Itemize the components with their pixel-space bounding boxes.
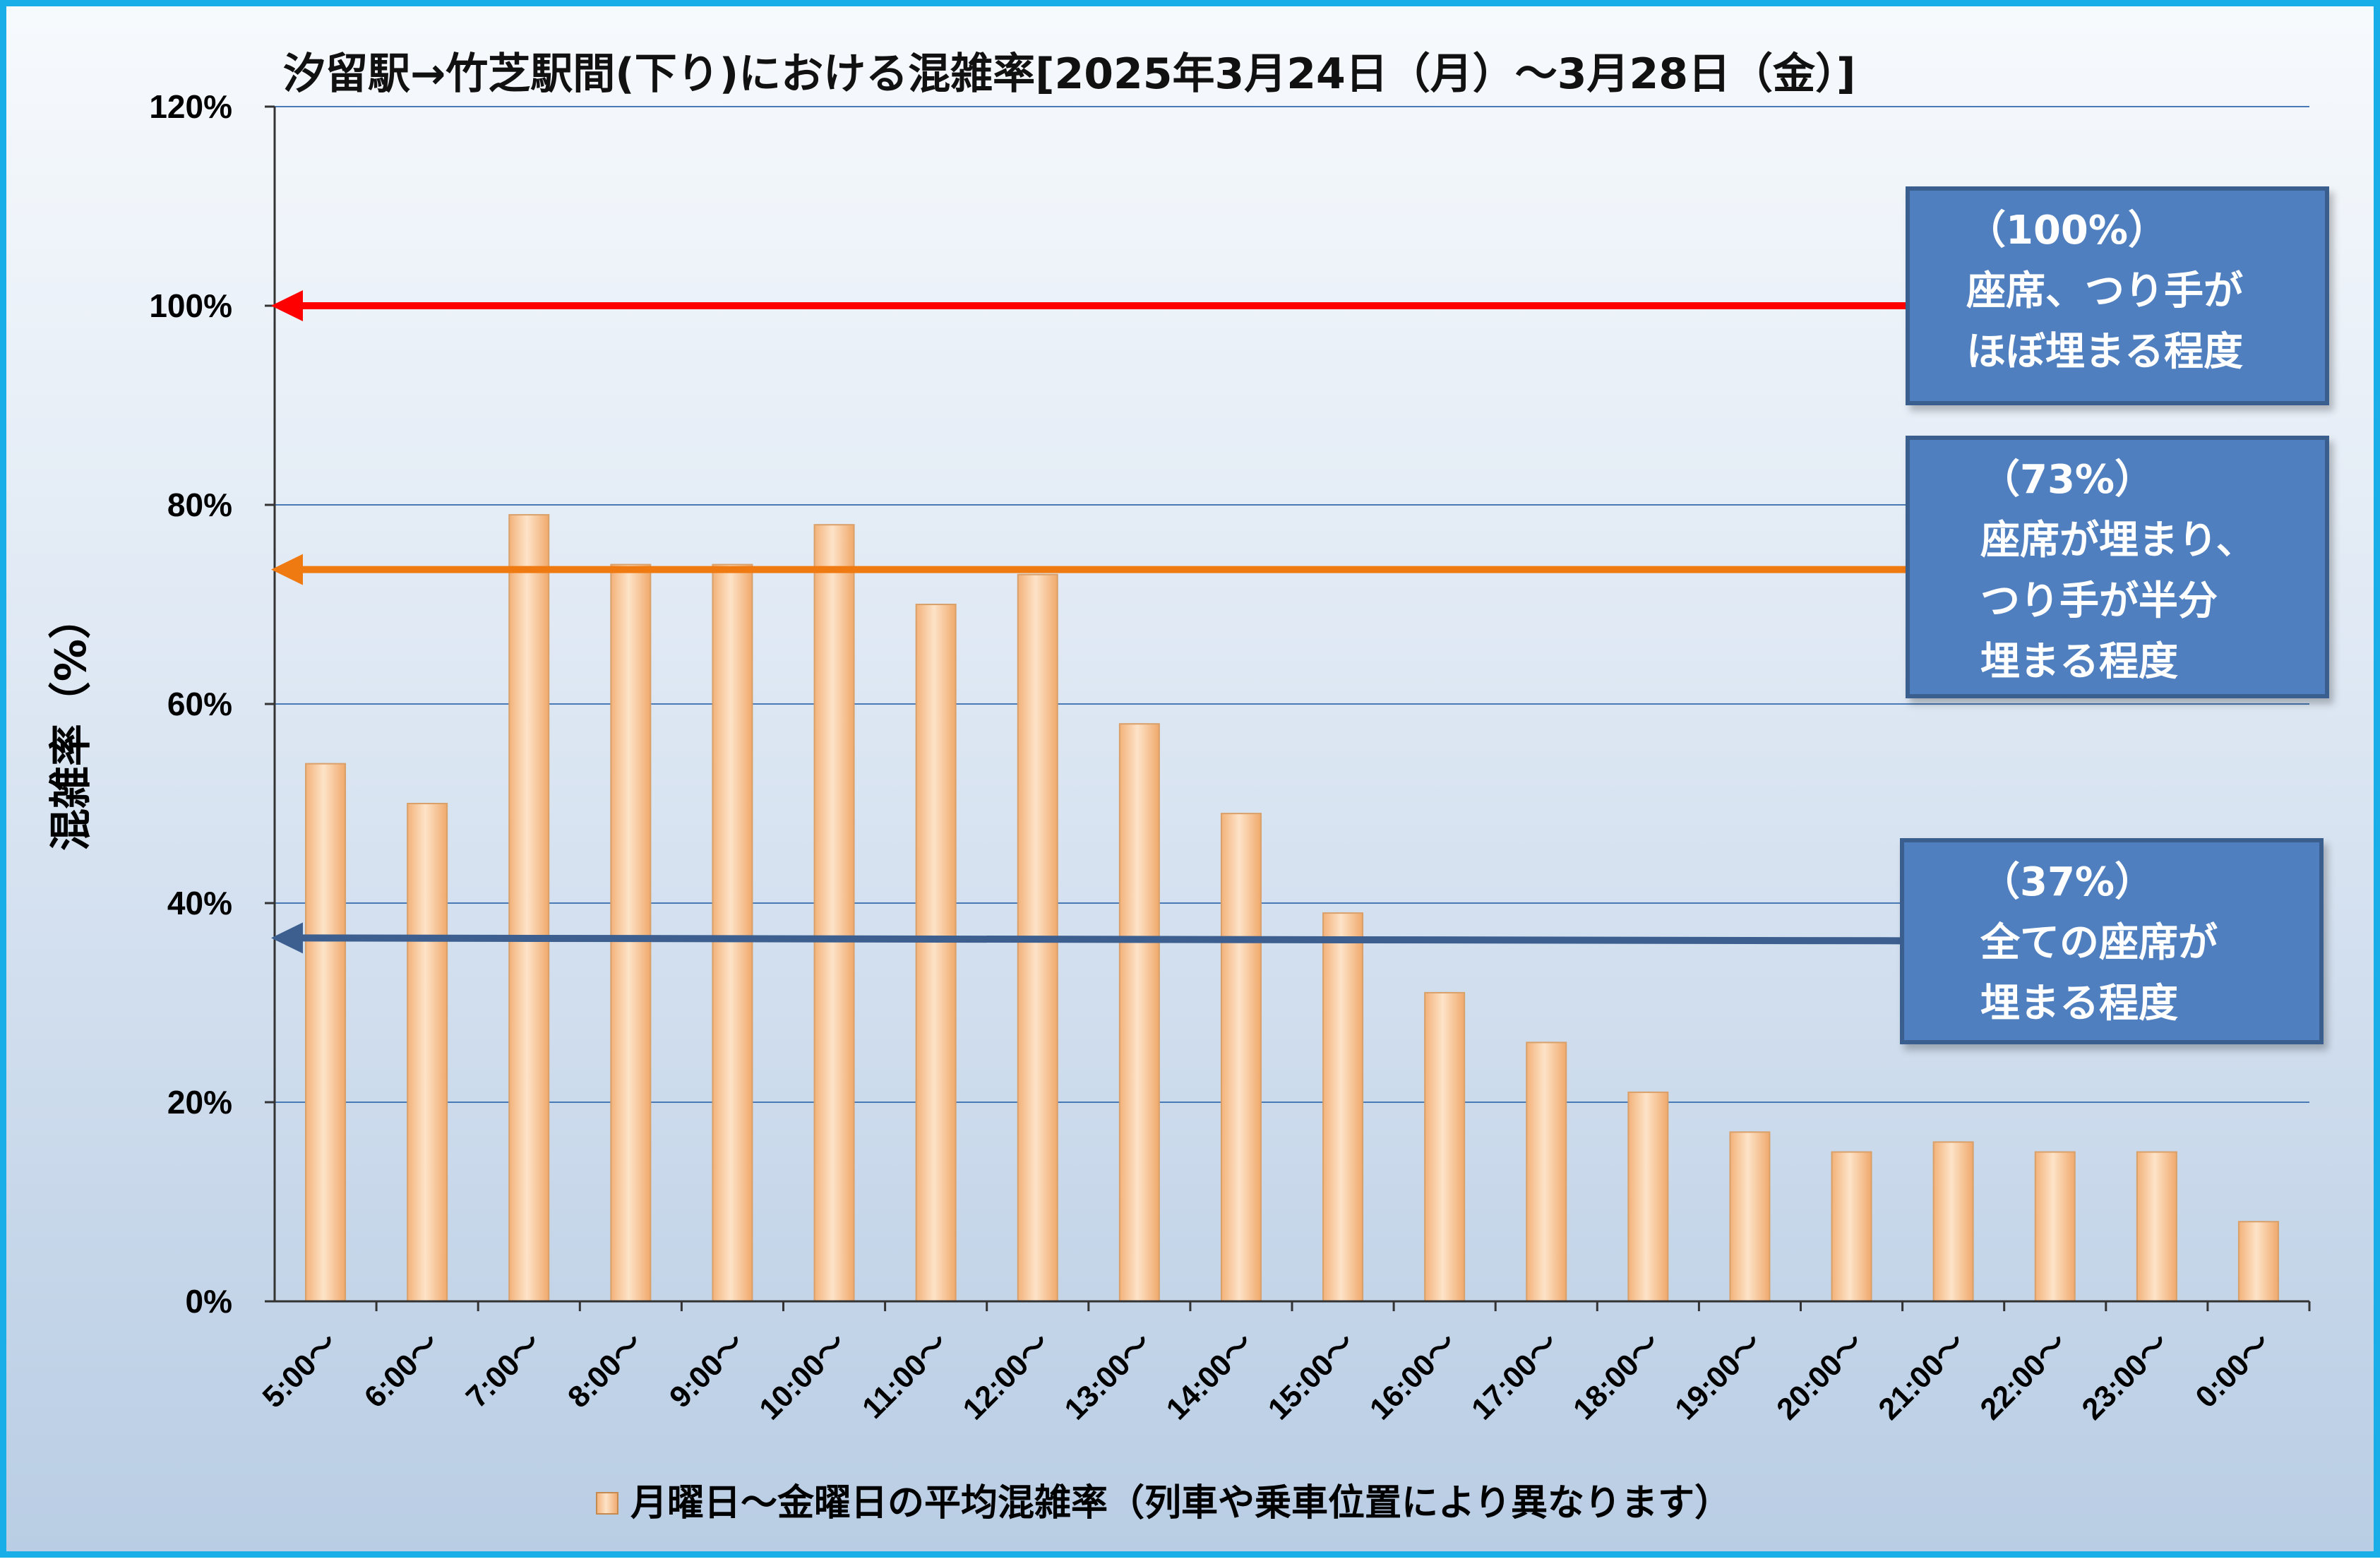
y-tick-label: 80%: [167, 486, 232, 523]
bar: [1831, 1151, 1872, 1302]
reference-arrowhead: [271, 290, 303, 321]
legend-swatch: [596, 1492, 618, 1515]
bar: [305, 763, 347, 1302]
x-tick-label: 17:00～: [1465, 1326, 1565, 1426]
x-tick-label: 6:00～: [358, 1326, 446, 1414]
x-tick-label: 11:00～: [856, 1326, 955, 1425]
bar: [1932, 1141, 1974, 1303]
bar: [610, 563, 652, 1302]
x-tick-label: 7:00～: [460, 1326, 548, 1414]
bar: [2136, 1151, 2177, 1302]
reference-arrowhead: [271, 554, 303, 585]
reference-callout: （37%） 全ての座席が 埋まる程度: [1900, 838, 2324, 1044]
legend: 月曜日～金曜日の平均混雑率（列車や乗車位置により異なります）: [596, 1482, 1731, 1524]
y-tick-label: 120%: [149, 88, 232, 125]
reference-line: [302, 934, 1901, 945]
x-tick-label: 20:00～: [1771, 1326, 1871, 1426]
x-tick-label: 21:00～: [1872, 1326, 1973, 1426]
bar: [712, 563, 753, 1302]
y-tick-label: 20%: [167, 1084, 232, 1121]
callout-line: 座席、つり手が: [1966, 268, 2243, 314]
x-tick-label: 18:00～: [1567, 1326, 1667, 1426]
y-axis-label: 混雑率（%）: [47, 597, 96, 851]
bar: [508, 514, 550, 1302]
x-tick-label: 12:00～: [957, 1326, 1057, 1426]
x-tick-label: 23:00～: [2076, 1326, 2176, 1426]
bar: [1322, 912, 1364, 1302]
callout-line: 座席が埋まり、: [1980, 518, 2256, 563]
x-tick-label: 13:00～: [1058, 1326, 1159, 1426]
reference-arrows: [271, 290, 1906, 954]
callout-line: 全ての座席が: [1980, 920, 2218, 966]
x-tick-label: 15:00～: [1262, 1326, 1362, 1426]
bar: [2237, 1221, 2279, 1302]
callout-line: つり手が半分: [1980, 578, 2218, 624]
callout-line: （73%）: [1980, 457, 2155, 503]
y-tick-label: 60%: [167, 686, 232, 722]
callout-line: ほぼ埋まる程度: [1966, 329, 2243, 375]
y-tick-label: 0%: [186, 1283, 232, 1320]
x-tick-label: 9:00～: [663, 1326, 751, 1414]
x-tick-label: 16:00～: [1363, 1326, 1464, 1426]
bar: [915, 604, 957, 1302]
y-tick-label: 100%: [149, 287, 232, 324]
bar: [2034, 1151, 2076, 1302]
bar: [407, 803, 448, 1302]
callout-line: （100%）: [1966, 208, 2168, 253]
bar: [1729, 1131, 1771, 1303]
legend-label: 月曜日～金曜日の平均混雑率（列車や乗車位置により異なります）: [630, 1482, 1731, 1524]
x-tick-label: 10:00～: [753, 1326, 854, 1426]
x-tick-label: 5:00～: [256, 1326, 345, 1414]
bar: [813, 524, 855, 1303]
bar: [1627, 1091, 1669, 1303]
chart-svg: 汐留駅→竹芝駅間(下り)における混雑率[2025年3月24日（月）～3月28日（…: [47, 49, 2311, 1524]
x-tick-label: 19:00～: [1668, 1326, 1769, 1426]
x-tick-label: 14:00～: [1160, 1326, 1260, 1426]
reference-arrowhead: [271, 922, 303, 954]
chart-title: 汐留駅→竹芝駅間(下り)における混雑率[2025年3月24日（月）～3月28日（…: [283, 49, 1855, 99]
y-tick-label: 40%: [167, 885, 232, 921]
x-tick-label: 22:00～: [1974, 1326, 2074, 1426]
reference-callout: （73%） 座席が埋まり、 つり手が半分 埋まる程度: [1906, 436, 2329, 698]
callout-line: 埋まる程度: [1980, 639, 2178, 685]
callout-line: 埋まる程度: [1980, 981, 2178, 1027]
bar: [1526, 1041, 1567, 1303]
callout-line: （37%）: [1980, 859, 2155, 905]
bar: [1424, 991, 1466, 1303]
reference-callout: （100%） 座席、つり手が ほぼ埋まる程度: [1906, 186, 2329, 405]
bar: [1220, 813, 1262, 1302]
x-tick-label: 8:00～: [561, 1326, 650, 1414]
x-tick-label: 0:00～: [2189, 1326, 2278, 1414]
bar: [1118, 723, 1160, 1302]
